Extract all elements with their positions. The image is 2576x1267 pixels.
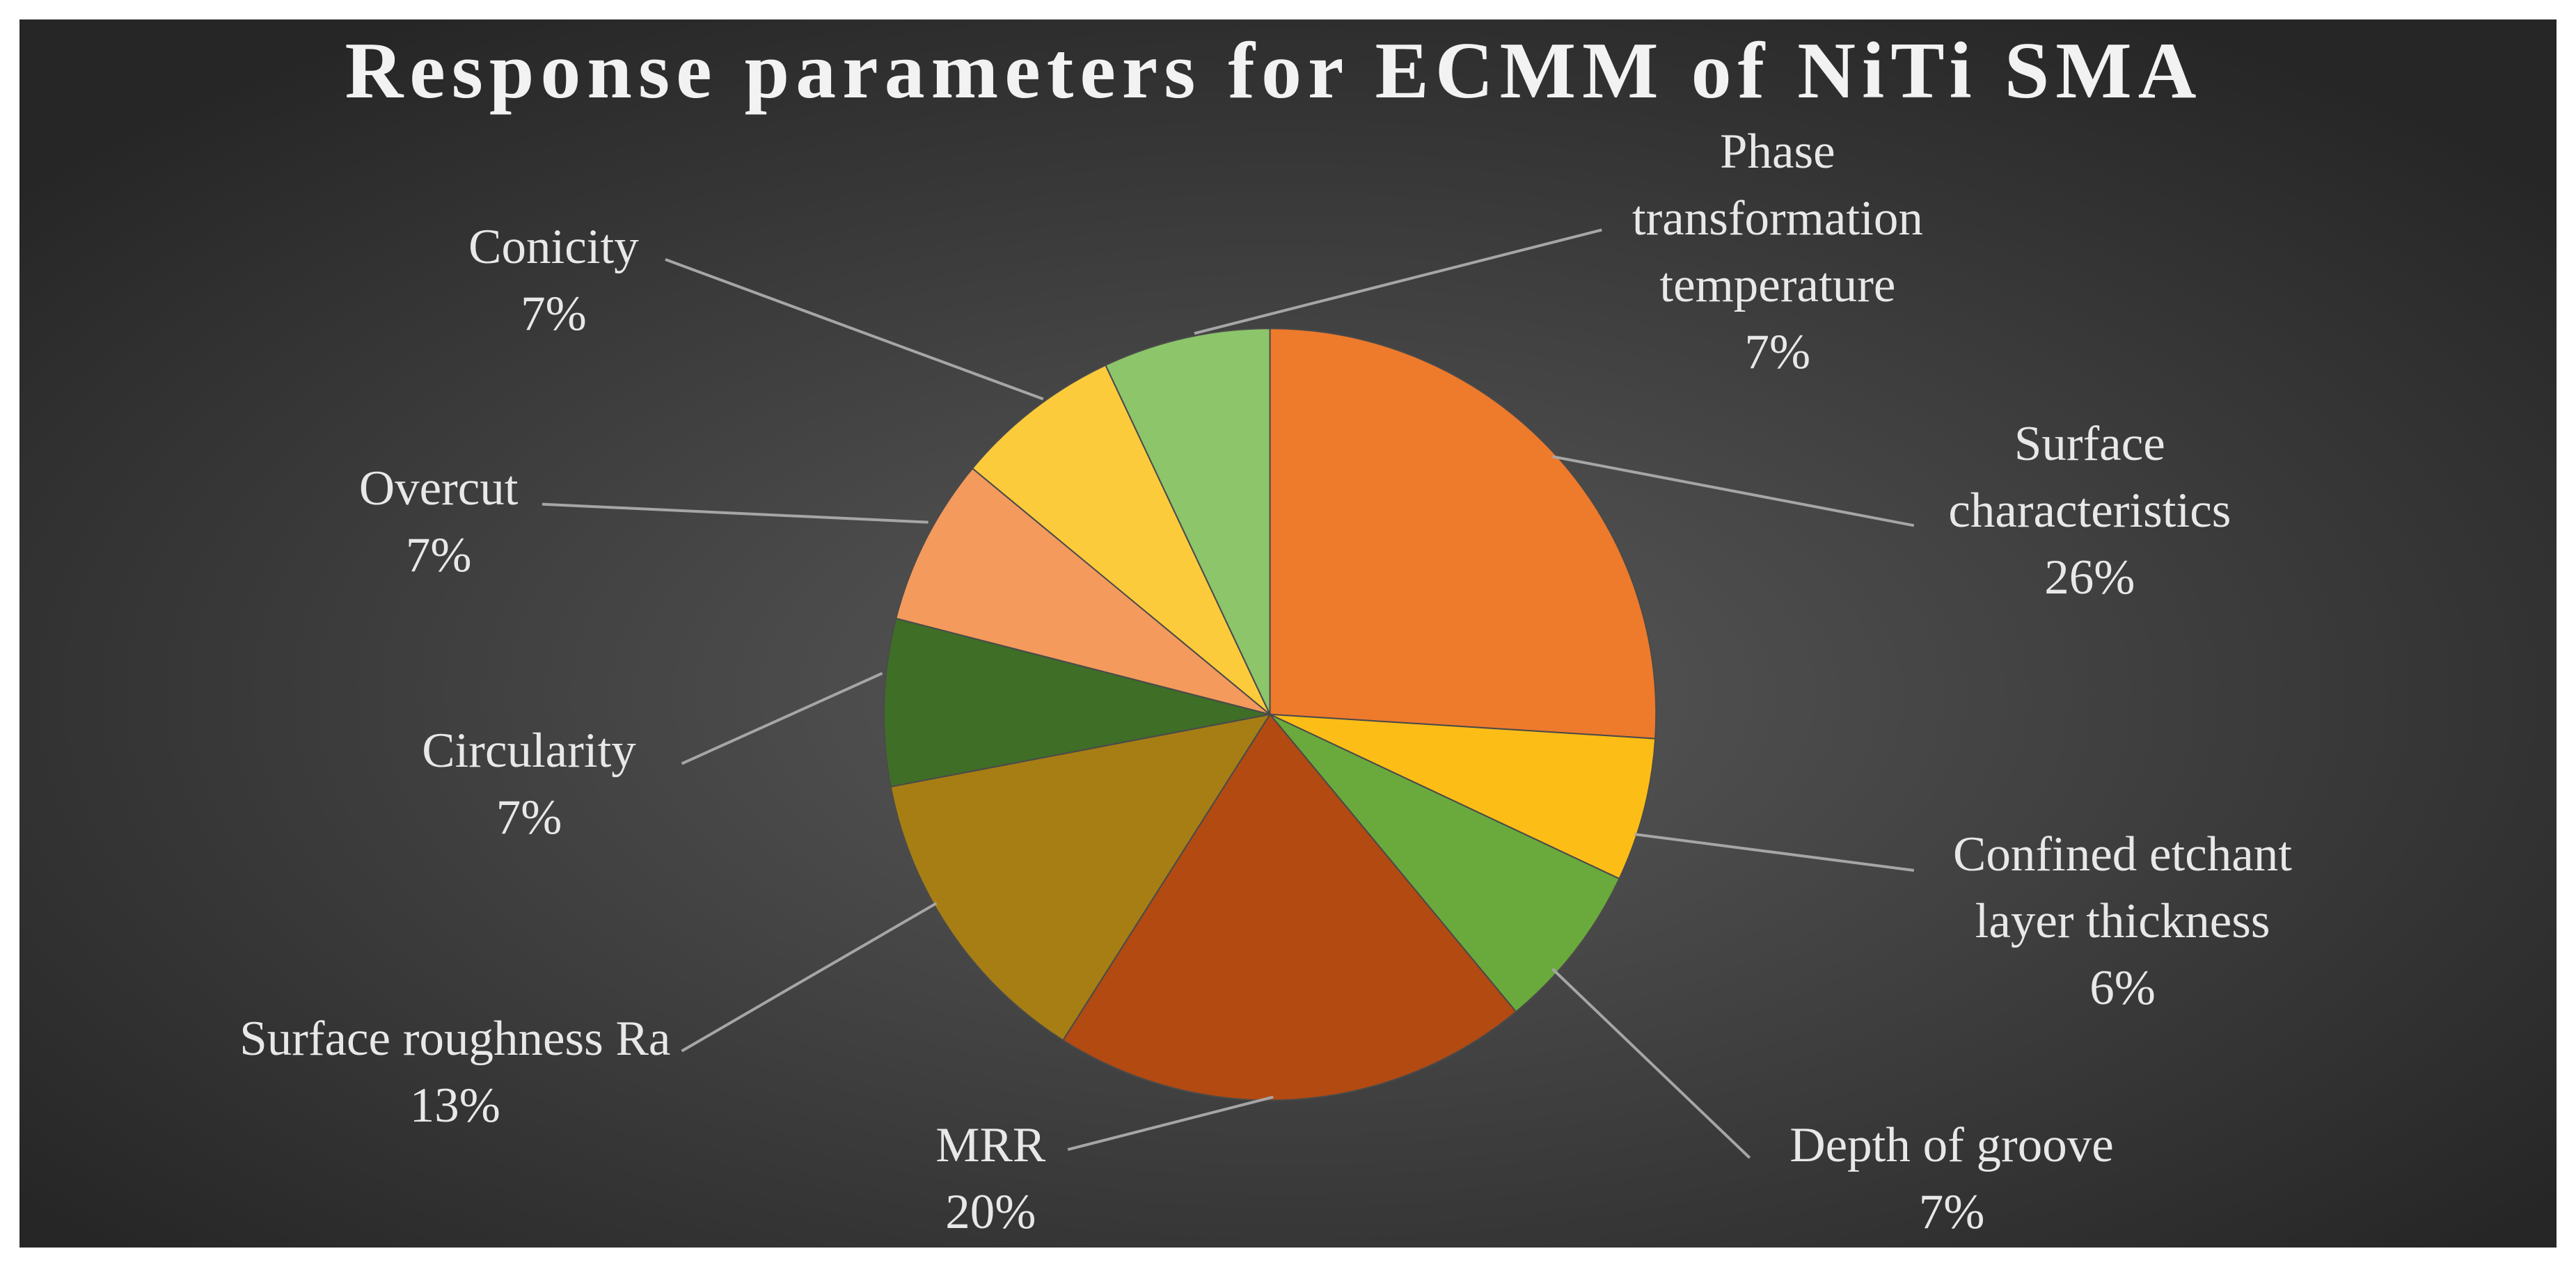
leader-line [1634,833,1915,872]
leader-line [542,502,929,524]
data-label: Confined etchant layer thickness 6% [1907,821,2337,1021]
pie-slice [1269,713,1620,1013]
data-label: Overcut 7% [274,455,603,589]
category-label: Circularity [422,724,636,779]
value-label: 26% [2044,550,2135,605]
pie-slice [890,713,1272,1042]
data-label: MRR 20% [826,1112,1155,1245]
data-label: Phase transformation temperature 7% [1604,118,1952,385]
pie [883,328,1657,1101]
category-label: Overcut [358,461,519,516]
data-label: Circularity 7% [365,717,693,851]
pie-slice [895,467,1271,715]
value-label: 7% [1744,324,1811,379]
category-label: Depth of groove [1789,1117,2114,1172]
category-label: Surface roughness Ra [239,1011,671,1066]
category-label: Confined etchant layer thickness [1953,827,2293,949]
leader-line [1194,228,1602,335]
leader-line [665,258,1044,401]
leader-line [1552,455,1915,527]
value-label: 20% [945,1184,1036,1239]
pie-slice [1061,713,1517,1101]
chart-title: Response parameters for ECMM of NiTi SMA [345,26,2203,115]
category-label: Phase transformation temperature [1631,124,1923,312]
pie-slice [883,617,1270,788]
pie-slice [971,364,1271,715]
leader-line [1551,968,1751,1159]
value-label: 6% [2089,961,2156,1016]
leader-lines [542,228,1915,1159]
pie-slice [1269,328,1657,740]
data-label: Depth of groove 7% [1673,1112,2231,1245]
leader-line [681,902,938,1053]
pie-slice [1270,713,1657,880]
value-label: 7% [496,790,562,845]
category-label: Conicity [468,219,639,274]
category-label: MRR [935,1117,1046,1172]
value-label: 7% [521,286,587,341]
data-label: Surface characteristics 26% [1915,411,2263,611]
pie-slice [1105,328,1271,715]
data-label: Conicity 7% [389,214,718,347]
value-label: 7% [1918,1184,1985,1239]
value-label: 13% [409,1078,500,1133]
leader-line [1067,1095,1274,1152]
leader-line [681,671,883,765]
category-label: Surface characteristics [1948,417,2231,539]
data-label: Surface roughness Ra 13% [232,1005,678,1139]
value-label: 7% [405,527,472,582]
